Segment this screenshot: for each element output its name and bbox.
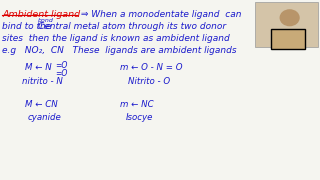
Text: =O: =O — [55, 69, 68, 78]
Text: nitrito - N: nitrito - N — [22, 77, 63, 86]
Text: M ← CN: M ← CN — [25, 100, 58, 109]
Text: =O: =O — [55, 61, 68, 70]
Text: cyanide: cyanide — [28, 113, 62, 122]
Text: Ambident ligand: Ambident ligand — [2, 10, 80, 19]
Text: Central metal atom through its two donor: Central metal atom through its two donor — [38, 22, 226, 31]
Text: Nitrito - O: Nitrito - O — [128, 77, 170, 86]
Bar — [255, 2, 318, 47]
Text: e.g   NO₂,  CN   These  ligands are ambident ligands: e.g NO₂, CN These ligands are ambident l… — [2, 46, 236, 55]
Ellipse shape — [280, 9, 300, 26]
Text: Isocye: Isocye — [126, 113, 153, 122]
FancyBboxPatch shape — [271, 29, 305, 49]
Text: ⇒ When a monodentate ligand  can: ⇒ When a monodentate ligand can — [78, 10, 242, 19]
Text: sites  then the ligand is known as ambident ligand: sites then the ligand is known as ambide… — [2, 34, 230, 43]
Text: bond: bond — [38, 18, 54, 23]
Text: bind to the: bind to the — [2, 22, 51, 31]
Text: M ← N: M ← N — [25, 63, 52, 72]
Text: m ← O - N = O: m ← O - N = O — [120, 63, 182, 72]
Text: m ← NC: m ← NC — [120, 100, 154, 109]
